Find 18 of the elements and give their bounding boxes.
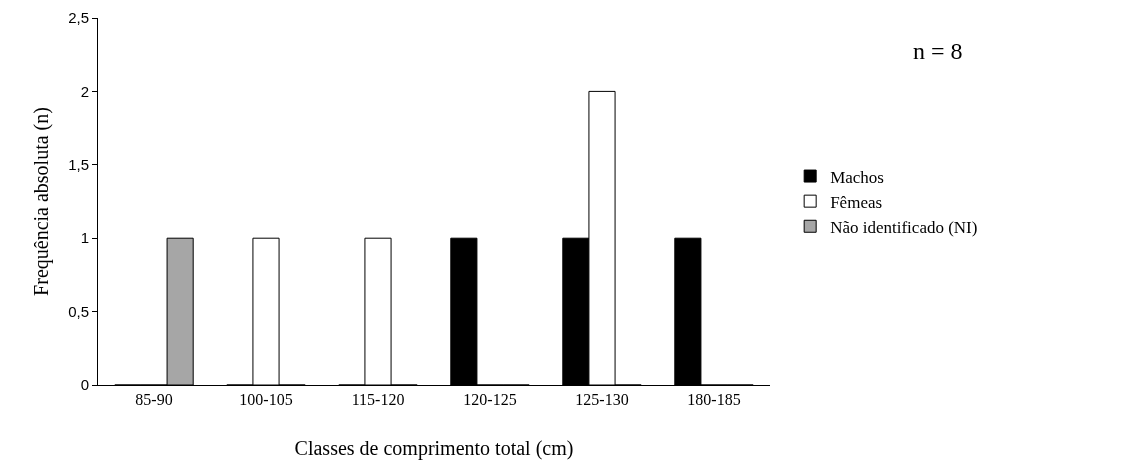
- x-axis-title: Classes de comprimento total (cm): [294, 437, 574, 460]
- x-tick-label: 180-185: [687, 391, 741, 409]
- text: n = 8: [913, 38, 963, 64]
- y-tick-label: 1: [80, 229, 89, 247]
- y-tick-label: 2: [80, 82, 89, 100]
- y-tick-label: 0,5: [68, 302, 89, 320]
- y-axis-title: Frequência absoluta (n): [30, 107, 53, 296]
- x-tick-label: 120-125: [463, 391, 517, 409]
- y-tick-label: 1,5: [68, 156, 89, 174]
- legend-label: Machos: [830, 167, 884, 187]
- y-tick-label: 0: [80, 376, 89, 394]
- x-tick-label: 85-90: [135, 391, 173, 409]
- x-tick-label: 100-105: [239, 391, 293, 409]
- x-tick-label: 115-120: [351, 391, 405, 409]
- y-tick-label: 2,5: [68, 9, 89, 27]
- x-tick-label: 125-130: [575, 391, 629, 409]
- legend-label: Não identificado (NI): [830, 217, 978, 237]
- legend-label: Fêmeas: [830, 192, 883, 212]
